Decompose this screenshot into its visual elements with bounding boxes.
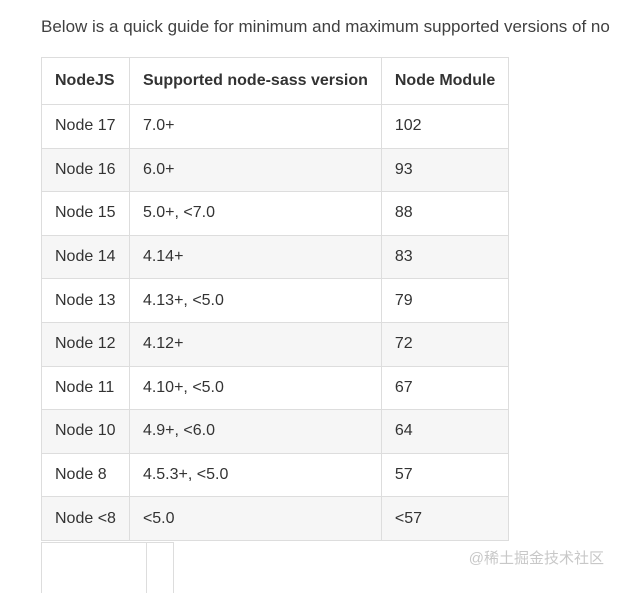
cell-sass: 4.14+ — [128, 234, 382, 280]
header-node-module: Node Module — [380, 57, 510, 105]
table-row: Node 16 6.0+ 93 — [41, 147, 510, 193]
table-row: Node 8 4.5.3+, <5.0 57 — [41, 452, 510, 498]
cell-sass: <5.0 — [128, 496, 382, 541]
table-header-row: NodeJS Supported node-sass version Node … — [41, 57, 510, 105]
cell-module: 102 — [380, 104, 510, 149]
cell-sass: 7.0+ — [128, 104, 382, 149]
cell-sass: 4.12+ — [128, 321, 382, 367]
table-row: Node 13 4.13+, <5.0 79 — [41, 278, 510, 323]
table-row: Node 17 7.0+ 102 — [41, 104, 510, 149]
cell-module: 79 — [380, 278, 510, 323]
cell-sass: 5.0+, <7.0 — [128, 191, 382, 236]
cell-module: 64 — [380, 409, 510, 454]
cell-node: Node 16 — [41, 147, 130, 193]
node-sass-version-table: NodeJS Supported node-sass version Node … — [41, 57, 510, 541]
cell-node: Node 15 — [41, 191, 130, 236]
table-row: Node <8 <5.0 <57 — [41, 496, 510, 541]
table-column-divider — [146, 543, 147, 593]
cell-node: Node 12 — [41, 321, 130, 367]
cell-sass: 4.13+, <5.0 — [128, 278, 382, 323]
table-row: Node 14 4.14+ 83 — [41, 234, 510, 280]
cell-module: 57 — [380, 452, 510, 498]
cell-node: Node 17 — [41, 104, 130, 149]
header-nodejs: NodeJS — [41, 57, 130, 105]
table-row: Node 10 4.9+, <6.0 64 — [41, 409, 510, 454]
cell-module: 88 — [380, 191, 510, 236]
cell-module: 67 — [380, 365, 510, 411]
table-row: Node 15 5.0+, <7.0 88 — [41, 191, 510, 236]
cell-node: Node 11 — [41, 365, 130, 411]
header-supported-node-sass-version: Supported node-sass version — [128, 57, 382, 105]
cell-module: <57 — [380, 496, 510, 541]
cell-module: 72 — [380, 321, 510, 367]
cell-node: Node 14 — [41, 234, 130, 280]
cell-module: 93 — [380, 147, 510, 193]
cell-node: Node 10 — [41, 409, 130, 454]
partial-next-table — [41, 542, 174, 593]
cell-node: Node 8 — [41, 452, 130, 498]
cell-sass: 6.0+ — [128, 147, 382, 193]
cell-module: 83 — [380, 234, 510, 280]
cell-sass: 4.5.3+, <5.0 — [128, 452, 382, 498]
cell-node: Node 13 — [41, 278, 130, 323]
cell-node: Node <8 — [41, 496, 130, 541]
table-row: Node 11 4.10+, <5.0 67 — [41, 365, 510, 411]
cell-sass: 4.10+, <5.0 — [128, 365, 382, 411]
intro-paragraph: Below is a quick guide for minimum and m… — [41, 17, 610, 36]
cell-sass: 4.9+, <6.0 — [128, 409, 382, 454]
table-row: Node 12 4.12+ 72 — [41, 321, 510, 367]
watermark: @稀土掘金技术社区 — [468, 550, 604, 567]
